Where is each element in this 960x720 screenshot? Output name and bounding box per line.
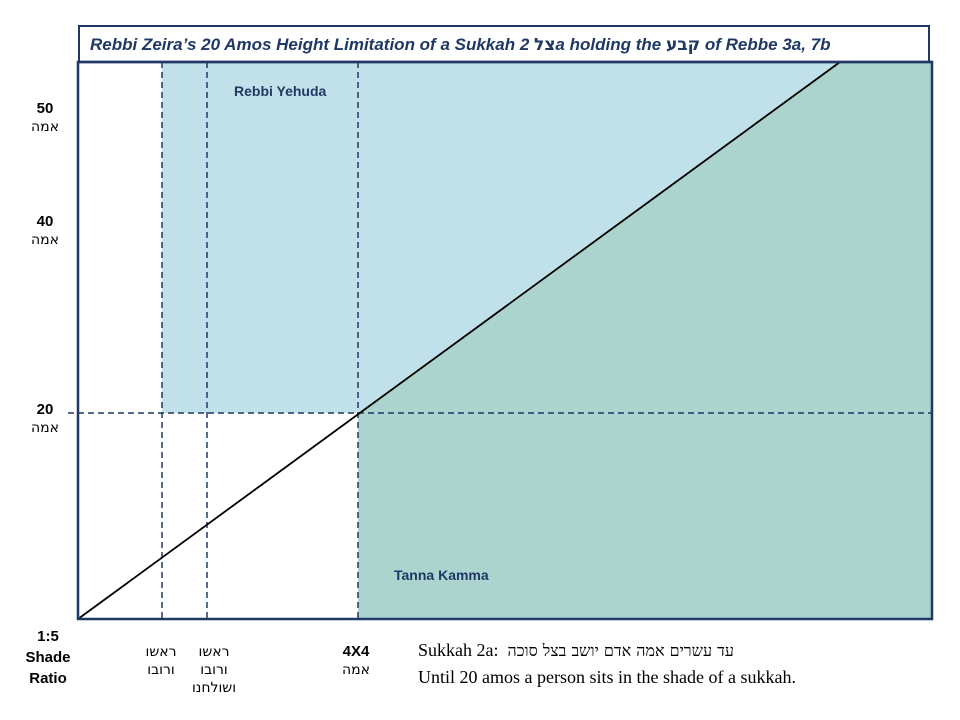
x-label-4x4-value: 4X4 — [342, 643, 370, 660]
origin-label-ratio: 1:5 — [37, 628, 59, 645]
origin-label: 1:5 Shade Ratio — [18, 626, 78, 689]
origin-label-shade: Shade — [25, 649, 71, 666]
tanna-kamma-label: Tanna Kamma — [394, 567, 489, 583]
source-quote: Sukkah 2a: עד עשרים אמה אדם יושב בצל סוכ… — [418, 637, 796, 690]
title-hebrew-2: קבע — [665, 35, 701, 55]
x-label-rosho-verubo-veshulchano: ראשו ורובו ושולחנו — [179, 643, 249, 697]
x-label-rosho-verubo-line2: ורובו — [147, 662, 175, 678]
x-label-4x4-unit: אמה — [341, 662, 370, 678]
source-line-1: Sukkah 2a: עד עשרים אמה אדם יושב בצל סוכ… — [418, 637, 796, 664]
y-label-40-value: 40 — [36, 213, 54, 230]
tanna-kamma-region — [358, 62, 932, 619]
shade-ratio-diagonal — [77, 61, 841, 620]
title-hebrew-1: צל — [534, 35, 556, 55]
x-label-rosho-verubo-line1: ראשו — [145, 644, 177, 660]
y-label-40-unit: אמה — [30, 232, 59, 248]
rebbi-yehuda-region — [162, 62, 840, 413]
x-label-rv-line3: ושולחנו — [191, 680, 237, 696]
y-label-20-value: 20 — [36, 401, 54, 418]
x-label-4x4: 4X4 אמה — [321, 643, 391, 679]
y-label-50-unit: אמה — [30, 119, 59, 135]
y-label-20-unit: אמה — [30, 420, 59, 436]
y-label-50: 50 אמה — [20, 99, 70, 137]
x-label-rosho-verubo: ראשו ורובו — [126, 643, 196, 679]
title-part-2: 2a holding the — [519, 35, 662, 54]
source-english: Until 20 amos a person sits in the shade… — [418, 667, 796, 687]
title-part-3: of Rebbe 3a, 7b — [704, 35, 831, 54]
y-label-20: 20 אמה — [20, 400, 70, 438]
rebbi-yehuda-label: Rebbi Yehuda — [234, 83, 327, 99]
title-part-1: Rebbi Zeira’s 20 Amos Height Limitation … — [90, 35, 516, 54]
diagram-title: Rebbi Zeira’s 20 Amos Height Limitation … — [90, 35, 831, 55]
source-ref: Sukkah 2a: — [418, 640, 499, 660]
title-box: Rebbi Zeira’s 20 Amos Height Limitation … — [78, 25, 930, 62]
x-label-rv-line1: ראשו — [198, 644, 230, 660]
y-label-50-value: 50 — [36, 100, 54, 117]
y-label-40: 40 אמה — [20, 212, 70, 250]
origin-label-ratio-word: Ratio — [29, 670, 67, 687]
source-hebrew: עד עשרים אמה אדם יושב בצל סוכה — [507, 641, 734, 660]
x-label-rv-line2: ורובו — [200, 662, 228, 678]
